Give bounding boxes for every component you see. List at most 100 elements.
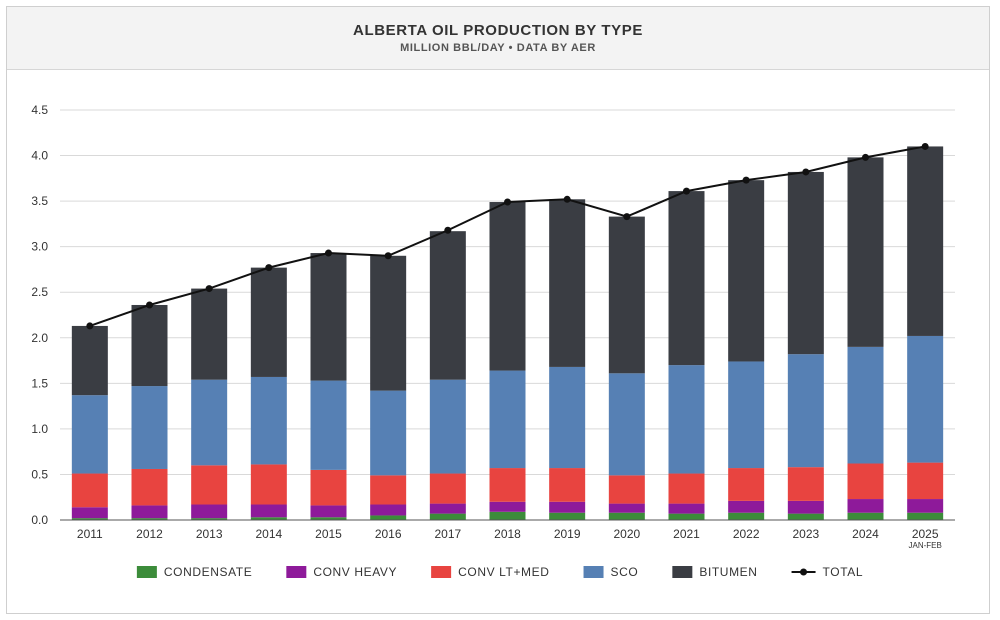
bar-segment [549,501,586,513]
legend-label: CONV HEAVY [313,565,397,579]
bar-segment [191,465,228,505]
bar-segment [549,199,586,367]
y-tick-label: 3.0 [31,240,48,254]
x-tick-label: 2024 [852,527,879,541]
bar-segment [668,191,705,366]
bar-segment [71,395,108,474]
x-tick-label: 2020 [613,527,640,541]
x-tick-label: 2015 [315,527,342,541]
bar-segment [728,512,765,520]
total-point [325,249,332,257]
bar-segment [489,468,526,502]
bar-segment [250,504,287,518]
x-tick-label: 2011 [77,527,103,541]
bar-segment [191,379,228,466]
bar-segment [310,517,347,520]
bar-segment [549,366,586,469]
bar-segment [71,473,108,508]
bar-segment [250,376,287,465]
y-tick-label: 2.0 [31,331,48,345]
total-point [802,168,810,176]
bar-segment [370,515,407,520]
legend-label: BITUMEN [699,565,757,579]
bar-segment [907,512,944,520]
bar-segment [668,503,705,514]
bar-segment [847,512,884,520]
x-tick-note: JAN-FEB [908,541,941,550]
legend-label: CONV LT+MED [458,565,549,579]
bar-segment [608,216,645,374]
total-point [683,187,690,195]
total-point [921,142,929,150]
x-tick-label: 2022 [733,527,760,541]
total-point [623,213,631,221]
bar-segment [549,468,586,502]
total-point [86,322,94,330]
legend-swatch [431,566,452,578]
bar-segment [489,370,526,469]
chart-title: ALBERTA OIL PRODUCTION BY TYPE [353,22,643,39]
chart-header: ALBERTA OIL PRODUCTION BY TYPE MILLION B… [7,7,989,70]
bar-segment [310,253,347,381]
total-point [862,153,869,161]
bar-segment [370,390,407,476]
x-tick-label: 2014 [255,527,282,541]
x-tick-label: 2012 [136,527,163,541]
y-tick-label: 0.0 [31,513,48,527]
y-tick-label: 0.5 [31,467,48,481]
bar-segment [131,505,168,519]
bar-segment [787,467,824,501]
x-tick-label: 2018 [494,527,521,541]
legend-swatch [583,566,604,578]
total-point [563,195,571,203]
y-tick-label: 2.5 [31,285,48,299]
bar-segment [310,380,347,470]
bar-segment [847,463,884,500]
y-tick-label: 4.5 [31,103,48,117]
bar-segment [429,379,466,474]
legend-label: SCO [611,565,639,579]
bar-segment [370,475,407,505]
legend-label: CONDENSATE [164,565,252,579]
bar-segment [131,518,168,520]
bar-segment [191,518,228,520]
x-tick-label: 2019 [554,527,581,541]
total-point [742,176,750,184]
bar-segment [71,518,108,520]
bar-segment [907,335,944,463]
legend-marker [800,568,808,576]
bar-segment [728,468,765,501]
x-tick-label: 2023 [792,527,819,541]
x-tick-label: 2016 [375,527,402,541]
bar-segment [847,499,884,513]
total-point [146,301,153,309]
legend-swatch [672,566,693,578]
bar-segment [370,504,407,516]
bar-segment [549,512,586,520]
y-tick-label: 4.0 [31,149,48,163]
bar-segment [429,231,466,380]
legend: CONDENSATE CONV HEAVY CONV LT+MED SCO BITUME… [136,565,863,579]
bar-segment [787,513,824,520]
bar-segment [847,157,884,347]
bar-segment [847,346,884,464]
legend-swatch [136,566,157,578]
y-tick-label: 1.0 [31,422,48,436]
bar-segment [608,373,645,476]
bar-segment [131,468,168,506]
bar-segment [131,304,168,387]
bar-segment [907,462,944,500]
bar-segment [668,365,705,474]
total-point [444,226,452,234]
bar-segment [787,171,824,355]
bar-segment [191,504,228,519]
x-tick-label: 2025 [912,527,939,541]
x-tick-label: 2013 [196,527,223,541]
bar-segment [728,180,765,362]
bar-segment [429,513,466,520]
bar-segment [608,503,645,513]
bar-segment [668,473,705,504]
total-point [504,198,511,206]
total-point [205,285,213,293]
